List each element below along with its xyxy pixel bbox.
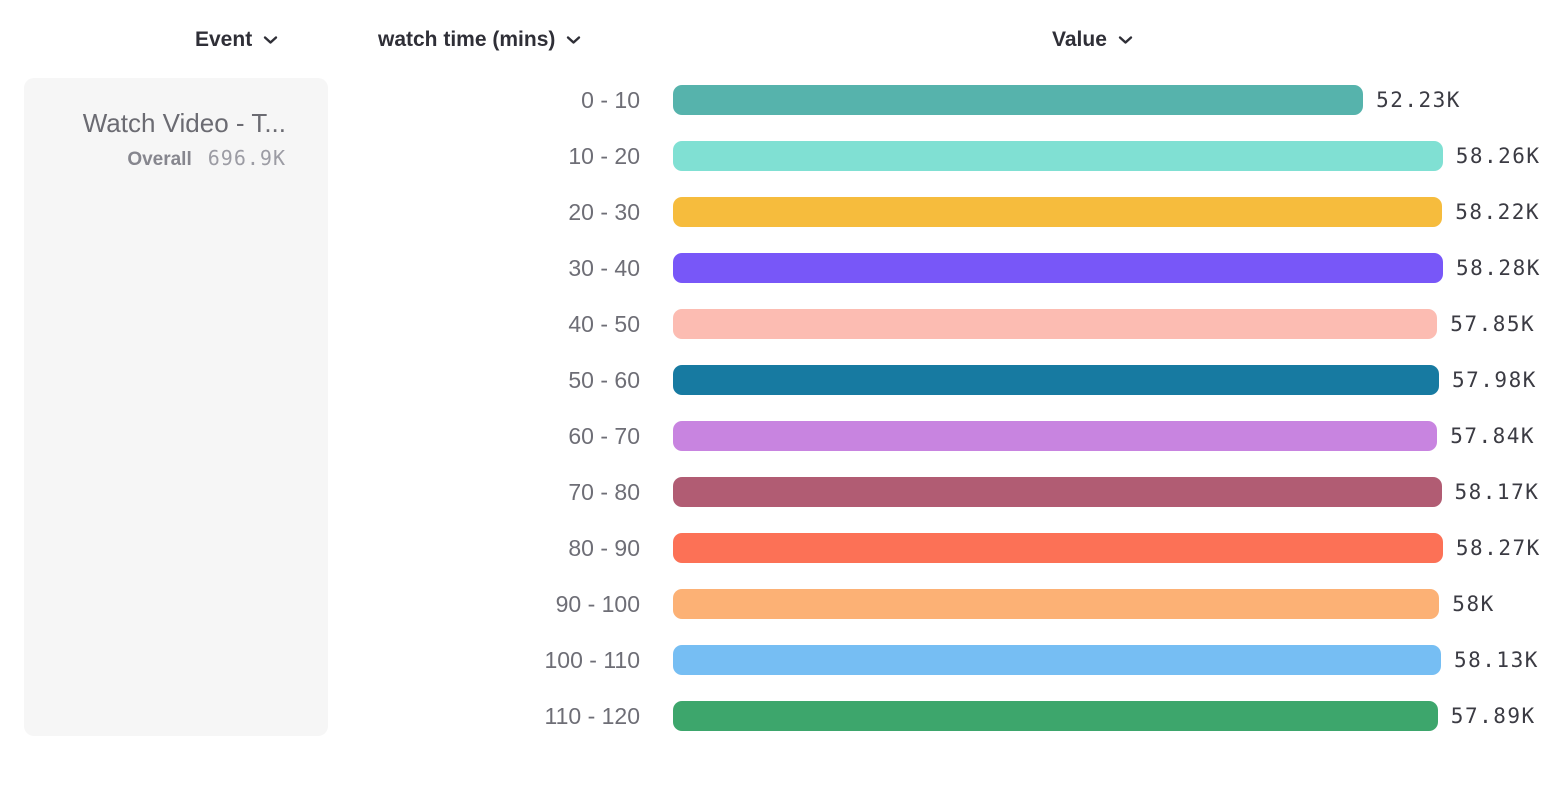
value-bar[interactable] (673, 533, 1443, 563)
bar-value-label: 57.89K (1450, 704, 1536, 728)
bar-value-label: 57.84K (1450, 424, 1536, 448)
event-column-dropdown[interactable]: Event (195, 28, 278, 52)
breakdown-column-label: watch time (mins) (378, 28, 556, 51)
bar-chart: 0 - 10 52.23K 10 - 20 58.26K 20 - 30 58.… (0, 72, 1568, 744)
value-column-label: Value (1052, 28, 1107, 51)
chevron-down-icon (1118, 35, 1133, 45)
bar-value-label: 58.27K (1455, 536, 1541, 560)
bucket-label: 50 - 60 (568, 366, 640, 393)
bar-value-label: 58.28K (1456, 256, 1541, 280)
bucket-label: 30 - 40 (568, 254, 640, 281)
value-bar[interactable] (673, 589, 1440, 619)
value-bar[interactable] (673, 197, 1443, 227)
bucket-label: 60 - 70 (568, 422, 640, 449)
bar-value-label: 58K (1452, 592, 1495, 616)
value-bar[interactable] (673, 365, 1439, 395)
value-bar[interactable] (673, 309, 1438, 339)
value-bar[interactable] (673, 253, 1443, 283)
bucket-label: 70 - 80 (568, 478, 640, 505)
breakdown-column-dropdown[interactable]: watch time (mins) (378, 28, 581, 52)
bar-value-label: 58.17K (1454, 480, 1540, 504)
bucket-label: 90 - 100 (555, 590, 640, 617)
bucket-label: 20 - 30 (568, 198, 640, 225)
bucket-label: 10 - 20 (568, 142, 640, 169)
bucket-label: 100 - 110 (544, 646, 640, 673)
chart-row: 10 - 20 58.26K (0, 128, 1568, 184)
value-bar[interactable] (673, 421, 1438, 451)
event-name-label: Watch Video - T... (82, 108, 286, 138)
chart-row: 40 - 50 57.85K (0, 296, 1568, 352)
bar-value-label: 57.85K (1450, 312, 1536, 336)
chart-row: 20 - 30 58.22K (0, 184, 1568, 240)
overall-label: Overall (127, 149, 192, 170)
bucket-label: 80 - 90 (568, 534, 640, 561)
value-bar[interactable] (673, 701, 1438, 731)
bar-value-label: 58.26K (1455, 144, 1541, 168)
event-legend-card: Watch Video - T... Overall 696.9K (24, 78, 328, 736)
chevron-down-icon (263, 35, 278, 45)
chevron-down-icon (566, 35, 581, 45)
value-bar[interactable] (673, 477, 1442, 507)
bar-value-label: 58.13K (1454, 648, 1539, 672)
chart-row: 110 - 120 57.89K (0, 688, 1568, 744)
value-column-dropdown[interactable]: Value (1052, 28, 1133, 52)
bar-value-label: 57.98K (1452, 368, 1537, 392)
legend-item-watch-video[interactable]: Watch Video - T... Overall 696.9K (24, 78, 328, 171)
chart-row: 80 - 90 58.27K (0, 520, 1568, 576)
event-column-label: Event (195, 28, 253, 51)
chart-row: 0 - 10 52.23K (0, 72, 1568, 128)
chart-row: 60 - 70 57.84K (0, 408, 1568, 464)
bucket-label: 40 - 50 (568, 310, 640, 337)
bucket-label: 0 - 10 (581, 86, 640, 113)
chart-row: 100 - 110 58.13K (0, 632, 1568, 688)
chart-row: 90 - 100 58K (0, 576, 1568, 632)
value-bar[interactable] (673, 141, 1443, 171)
bar-value-label: 58.22K (1455, 200, 1541, 224)
bar-value-label: 52.23K (1376, 88, 1461, 112)
bucket-label: 110 - 120 (544, 702, 640, 729)
value-bar[interactable] (673, 645, 1441, 675)
chart-row: 50 - 60 57.98K (0, 352, 1568, 408)
chart-row: 30 - 40 58.28K (0, 240, 1568, 296)
chart-row: 70 - 80 58.17K (0, 464, 1568, 520)
value-bar[interactable] (673, 85, 1364, 115)
overall-value: 696.9K (207, 146, 286, 170)
